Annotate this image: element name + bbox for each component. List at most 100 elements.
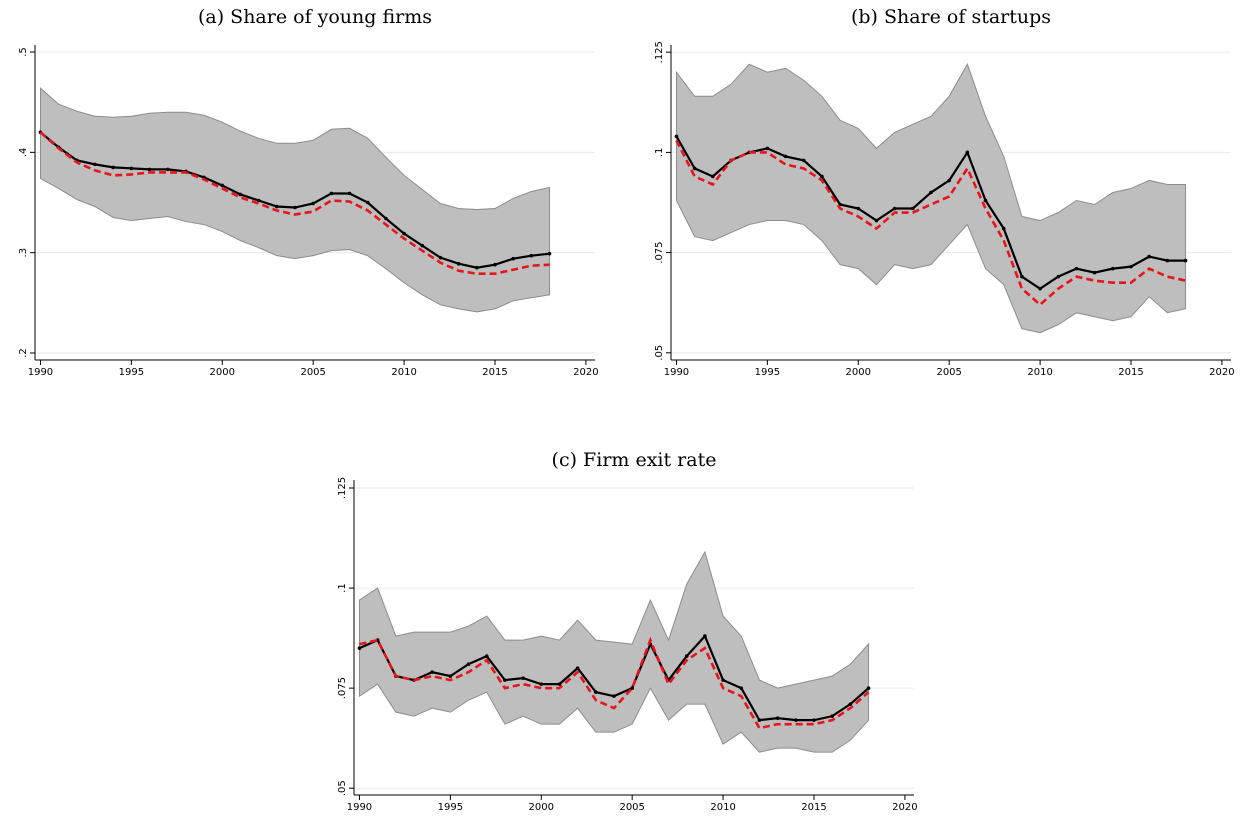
series-marker — [1001, 226, 1006, 231]
panel-title: (b) Share of startups — [851, 6, 1051, 28]
series-marker — [111, 165, 115, 170]
series-marker — [1056, 274, 1061, 279]
series-marker — [783, 154, 788, 159]
x-tick-label: 2005 — [619, 802, 644, 813]
series-marker — [256, 198, 261, 203]
x-tick-label: 2010 — [1027, 367, 1052, 378]
series-marker — [947, 178, 951, 183]
x-tick-label: 2020 — [1209, 367, 1234, 378]
series-marker — [575, 666, 580, 670]
series-marker — [1038, 286, 1042, 291]
series-marker — [521, 676, 525, 680]
series-line — [675, 139, 1186, 307]
series-marker — [93, 162, 97, 167]
series-marker — [365, 200, 370, 205]
x-tick-label: 1995 — [438, 802, 463, 813]
series-marker — [711, 174, 715, 179]
series-marker — [1147, 254, 1151, 259]
series-marker — [384, 216, 388, 221]
panel: (a) Share of young firms .2 .3 .4 .5 1990 1995… — [18, 6, 599, 378]
series-marker — [475, 265, 479, 270]
series-marker — [874, 218, 879, 223]
series-marker — [892, 206, 897, 211]
series-marker — [165, 167, 170, 172]
series-marker — [1074, 266, 1079, 271]
series-marker — [684, 654, 689, 658]
series-marker — [757, 718, 762, 722]
y-tick-label: .05 — [654, 345, 665, 361]
series-marker — [466, 662, 471, 666]
series-marker — [539, 682, 544, 686]
series-marker — [983, 198, 988, 203]
series-marker — [529, 253, 534, 258]
series-marker — [703, 634, 707, 638]
series-marker — [794, 718, 798, 722]
series-line — [39, 131, 550, 276]
series-marker — [147, 167, 152, 172]
series-marker — [820, 174, 824, 179]
y-tick-label: .05 — [337, 780, 348, 796]
x-tick-label: 2000 — [846, 367, 871, 378]
series-marker — [856, 206, 861, 211]
y-tick-label: .4 — [18, 148, 29, 158]
x-tick-label: 2010 — [710, 802, 735, 813]
y-tick-label: .075 — [337, 677, 348, 699]
panel-title: (c) Firm exit rate — [552, 449, 717, 471]
series-marker — [866, 686, 871, 690]
series-marker — [965, 150, 970, 155]
series-marker — [1111, 266, 1115, 271]
series-marker — [721, 678, 725, 682]
series-marker — [848, 702, 853, 706]
series-marker — [511, 256, 515, 261]
series-marker — [547, 251, 552, 256]
series-marker — [448, 674, 453, 678]
series-marker — [402, 231, 406, 236]
series-marker — [1183, 258, 1188, 263]
series-marker — [347, 191, 352, 196]
x-tick-label: 1995 — [755, 367, 780, 378]
x-tick-label: 2020 — [573, 367, 598, 378]
series-marker — [594, 690, 598, 694]
series-marker — [1020, 274, 1024, 279]
series-marker — [765, 146, 770, 151]
y-tick-label: .5 — [18, 47, 29, 57]
series-line — [359, 636, 870, 730]
series-marker — [293, 205, 297, 210]
series-marker — [812, 718, 816, 722]
panel: (b) Share of startups .05 .075 .1 .125 1990 19… — [654, 6, 1235, 378]
x-tick-label: 2000 — [529, 802, 554, 813]
series-marker — [911, 206, 915, 211]
series-marker — [1129, 264, 1133, 269]
panel: (c) Firm exit rate .05 .075 .1 .125 1990 1995 2… — [337, 449, 918, 813]
confidence-band — [39, 87, 551, 313]
y-tick-label: .075 — [654, 241, 665, 263]
x-tick-label: 2005 — [300, 367, 325, 378]
series-marker — [357, 646, 362, 650]
series-marker — [329, 191, 334, 196]
confidence-band — [675, 63, 1187, 334]
series-marker — [557, 682, 562, 686]
series-marker — [674, 134, 679, 139]
series-marker — [830, 714, 834, 718]
x-tick-label: 1990 — [664, 367, 689, 378]
series-marker — [238, 192, 243, 197]
x-tick-label: 2000 — [210, 367, 235, 378]
series-marker — [311, 201, 315, 206]
x-tick-label: 1990 — [28, 367, 53, 378]
series-marker — [129, 166, 134, 171]
series-marker — [630, 686, 634, 690]
series-marker — [775, 716, 780, 720]
y-tick-label: .125 — [337, 477, 348, 499]
x-tick-label: 2005 — [936, 367, 961, 378]
series-marker — [430, 670, 434, 674]
confidence-band — [358, 550, 870, 753]
y-tick-label: .3 — [18, 248, 29, 258]
series-marker — [929, 190, 933, 195]
series-marker — [493, 262, 497, 267]
series-marker — [1092, 270, 1097, 275]
series-marker — [484, 654, 489, 658]
y-tick-label: .125 — [654, 41, 665, 63]
series-marker — [801, 158, 806, 163]
series-marker — [612, 694, 616, 698]
